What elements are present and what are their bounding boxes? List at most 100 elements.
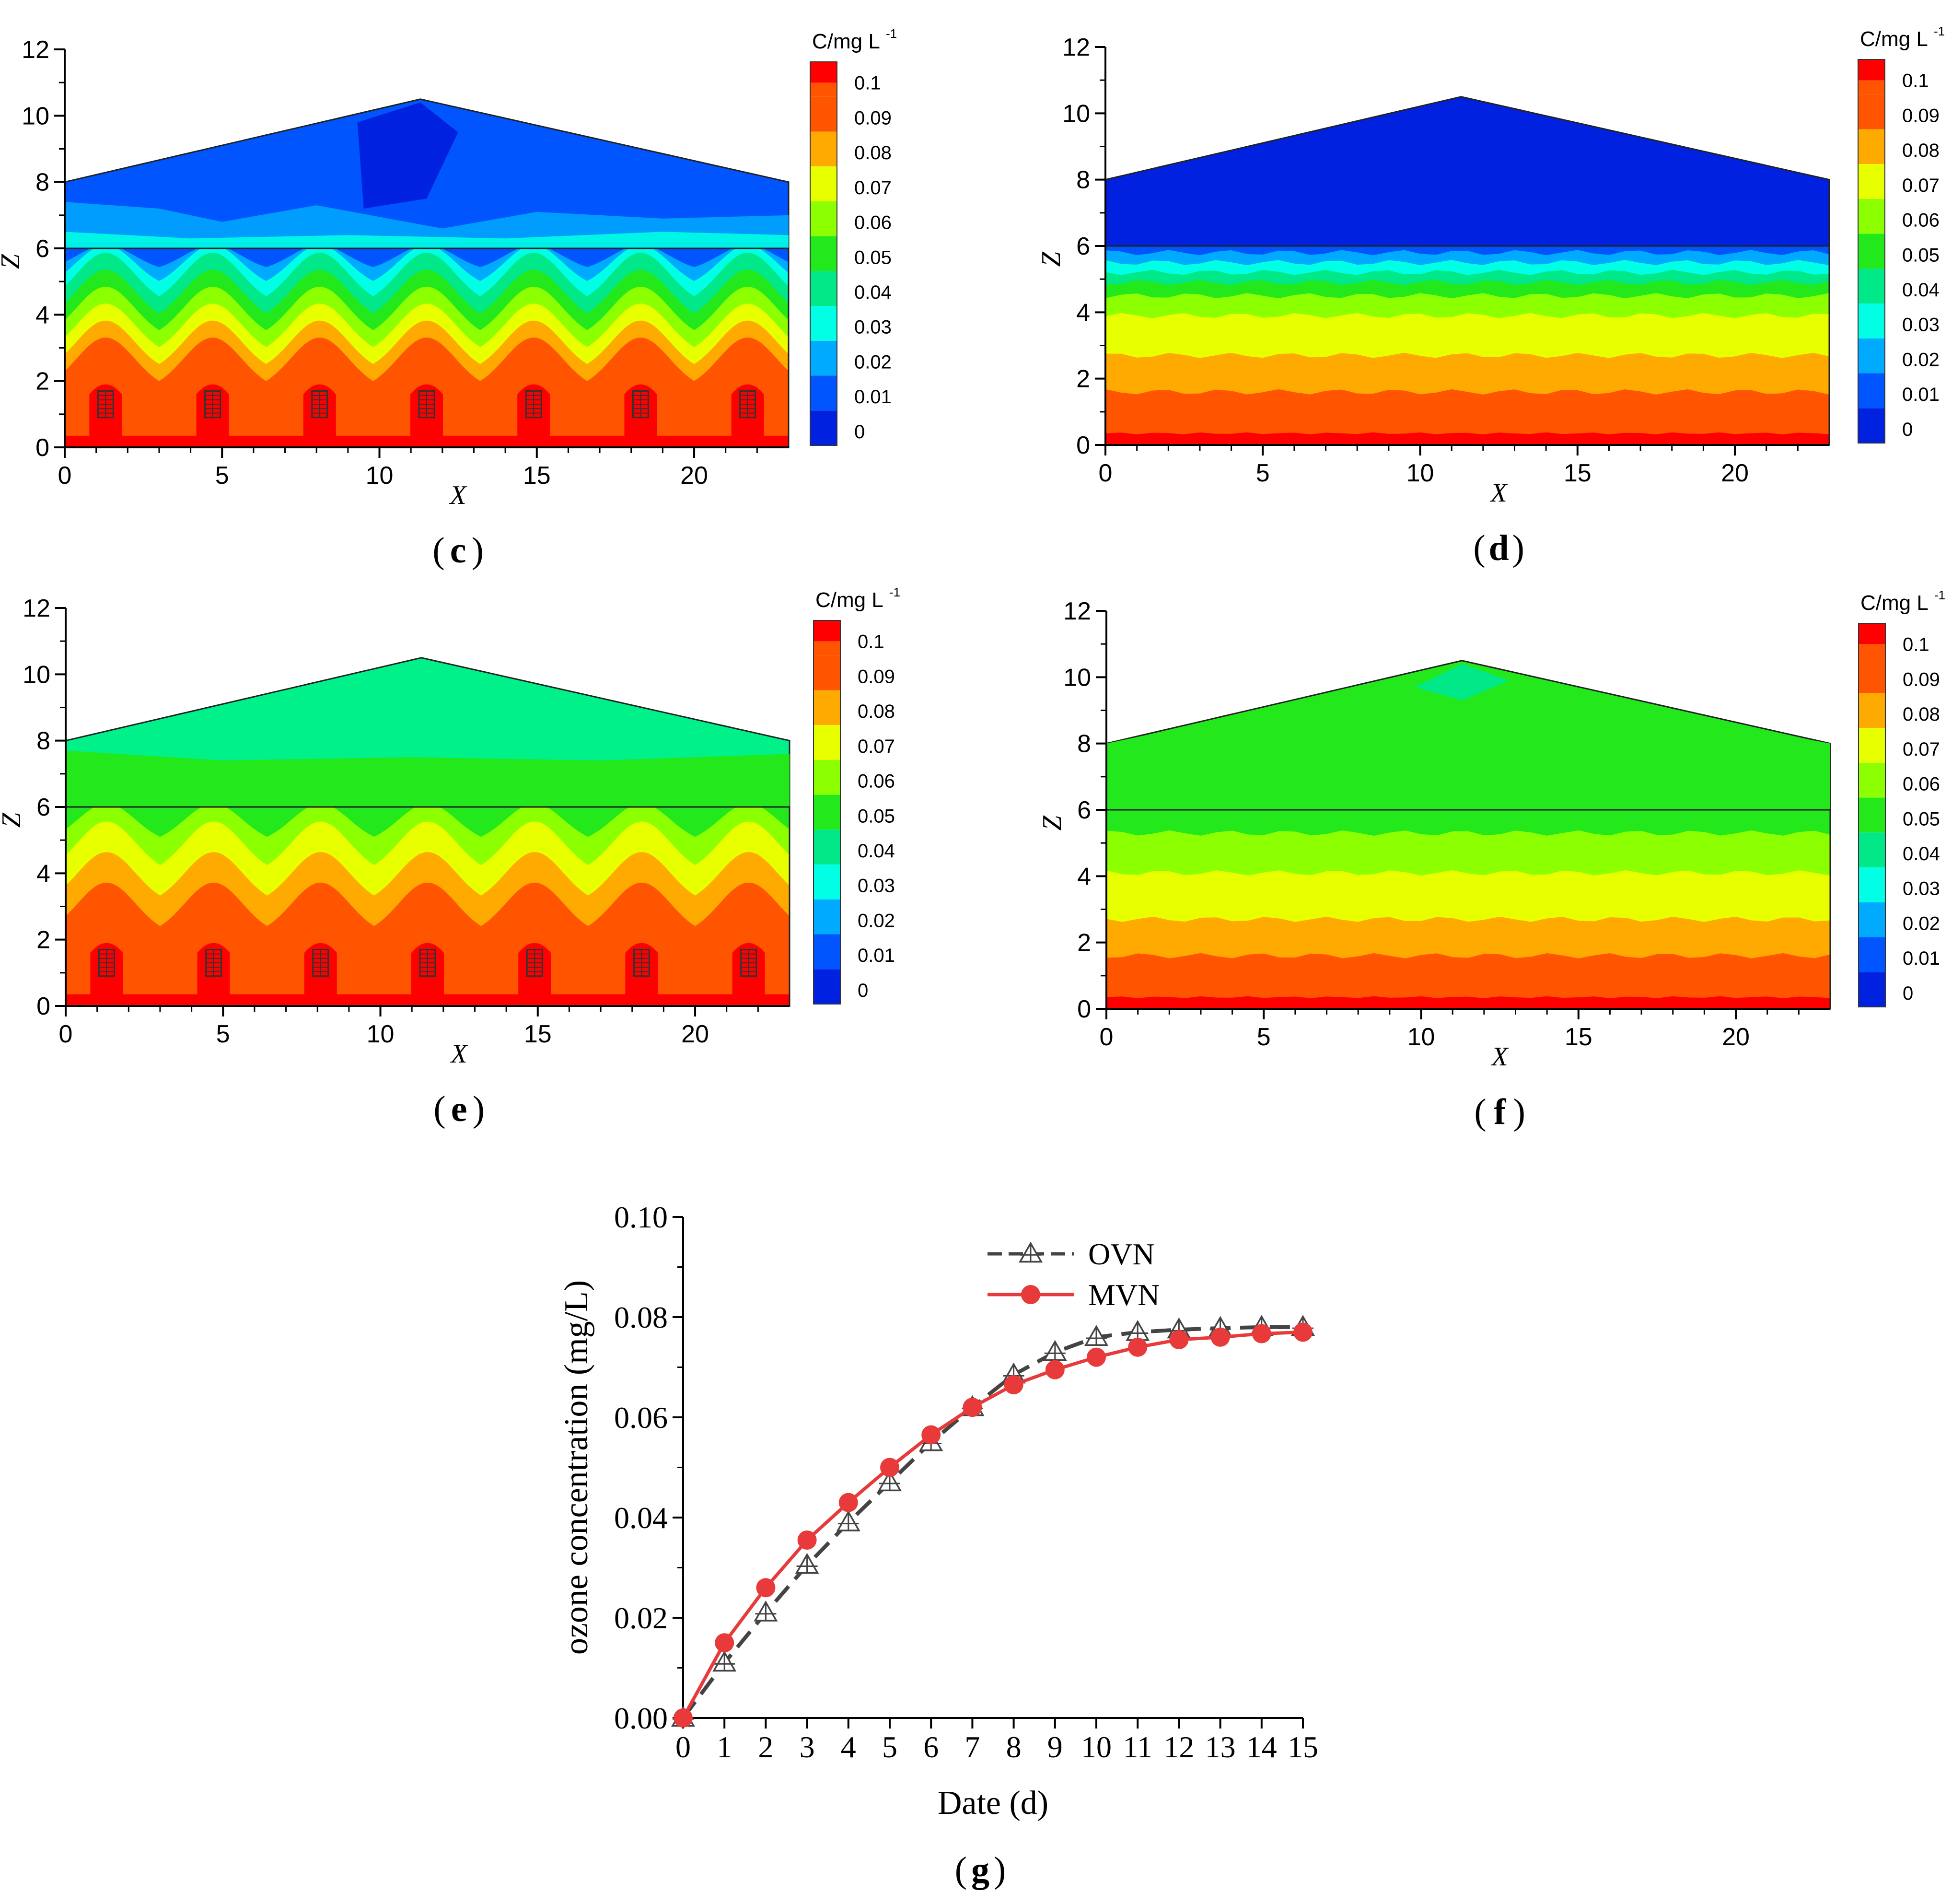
z-tick-label: 10 [1062,100,1090,128]
y-tick-label: 0.00 [614,1701,668,1735]
roof-patch [65,202,789,242]
colorbar-level-label: 0.08 [1902,140,1940,161]
z-tick-label: 8 [1076,166,1090,194]
colorbar-level-label: 0.05 [858,806,895,827]
tank-band [1106,996,1830,1009]
colorbar-title: C/mg L [1860,27,1928,51]
x-tick-label: 12 [1163,1730,1194,1764]
diffuser [624,384,657,447]
colorbar-level-label: 0.03 [854,317,892,338]
colorbar-swatch [1859,972,1885,1007]
z-axis-title: Z [1036,251,1066,267]
colorbar-swatch [1859,728,1885,763]
colorbar-swatch [813,829,840,865]
diffuser [90,943,123,1006]
colorbar-level-label: 0.03 [1903,878,1940,899]
colorbar-level-label: 0 [1903,983,1913,1004]
z-tick-label: 2 [1076,365,1090,393]
series-ovn [671,1315,1315,1727]
panel-label-paren: ( [955,1850,967,1890]
colorbar-title: C/mg L [1860,591,1929,615]
colorbar-level-label: 0.03 [1902,315,1940,336]
panel-label-paren: ( [433,1089,445,1129]
colorbar-level-label: 0.09 [854,107,892,128]
x-tick-label: 5 [216,1020,230,1048]
diffuser [197,943,230,1006]
data-point-mvn [1004,1375,1023,1395]
data-point-mvn [1087,1347,1106,1367]
colorbar-frame [813,620,841,1005]
colorbar-swatch [1858,304,1885,339]
x-tick-label: 0 [59,1020,73,1048]
roof-region [1104,96,1830,247]
panel-label-g: (g) [955,1850,1006,1890]
colorbar-title-superscript: -1 [1934,588,1945,602]
colorbar-swatch [810,306,837,341]
colorbar-swatch [1859,623,1885,644]
y-tick-label: 0.04 [614,1501,668,1535]
x-tick-label: 7 [964,1730,980,1764]
colorbar-level-label: 0.06 [1902,210,1940,231]
colorbar-title-superscript: -1 [886,26,897,41]
diffuser [731,384,764,447]
colorbar-frame [810,61,837,446]
data-point-mvn [797,1530,817,1550]
roof-patch [66,750,790,807]
panel-label-letter: e [451,1089,467,1129]
data-point-ovn [1043,1340,1067,1361]
data-point-mvn [1169,1330,1189,1350]
colorbar-level-label: 0.07 [854,177,892,199]
series-mvn [674,1322,1313,1728]
x-tick-label: 6 [923,1730,939,1764]
colorbar-level-label: 0.09 [1903,669,1940,690]
data-point-ovn [836,1510,860,1531]
colorbar-title-superscript: -1 [1934,24,1945,38]
colorbar-level-label: 0.05 [854,247,892,268]
colorbar-level-label: 0.02 [854,351,892,373]
data-point-mvn [1252,1324,1271,1343]
colorbar-swatch [813,969,840,1004]
colorbar-title: C/mg L [812,30,880,53]
colorbar-level-label: 0.1 [1902,70,1929,92]
tank-region [66,807,790,1006]
colorbar-level-label: 0.03 [858,876,895,897]
triangle-marker [1018,1241,1043,1263]
colorbar-swatch [1859,902,1885,937]
diffuser [518,943,551,1006]
diffuser [732,943,765,1006]
contour-panel-c: 02468101205101520XZ0.10.090.080.070.060.… [0,26,897,571]
tank-band [1105,432,1829,445]
series-line-ovn [681,1325,1303,1719]
diffuser [304,943,337,1006]
data-point-mvn [674,1708,693,1728]
colorbar-level-label: 0.01 [854,386,892,408]
colorbar-level-label: 0.04 [1903,843,1940,864]
x-tick-label: 14 [1246,1730,1277,1764]
x-tick-label: 15 [1565,1023,1592,1051]
colorbar-swatch [1858,129,1885,164]
z-axis-title: Z [0,254,25,269]
colorbar-swatch [1858,269,1885,304]
panel-label-paren: ( [1473,528,1485,568]
legend-marker [1021,1285,1040,1304]
colorbar-level-label: 0.01 [1902,384,1940,405]
colorbar-level-label: 0.04 [858,841,895,862]
x-tick-label: 1 [717,1730,732,1764]
x-axis-title: X [449,480,468,510]
data-point-mvn [880,1458,899,1477]
z-tick-label: 12 [1063,597,1091,625]
colorbar-f: 0.1 0.09 0.08 0.07 0.06 0.05 0.04 0.03 0.02 0.01 0… [1858,588,1945,1007]
panel-label-paren: ) [472,530,484,571]
colorbar-swatch [1859,658,1885,693]
colorbar-level-label: 0.07 [1902,175,1940,196]
x-tick-label: 20 [681,1020,709,1048]
legend-item-ovn: OVN [988,1237,1155,1271]
z-tick-label: 4 [35,301,49,329]
data-point-mvn [921,1425,941,1445]
colorbar-title-superscript: -1 [889,585,900,599]
colorbar-e: 0.1 0.09 0.08 0.07 0.06 0.05 0.04 0.03 0.02 0.01 0… [813,585,900,1005]
panel-label-letter: c [450,530,466,571]
panel-label-paren: ) [994,1850,1006,1890]
colorbar-swatch [813,641,840,655]
